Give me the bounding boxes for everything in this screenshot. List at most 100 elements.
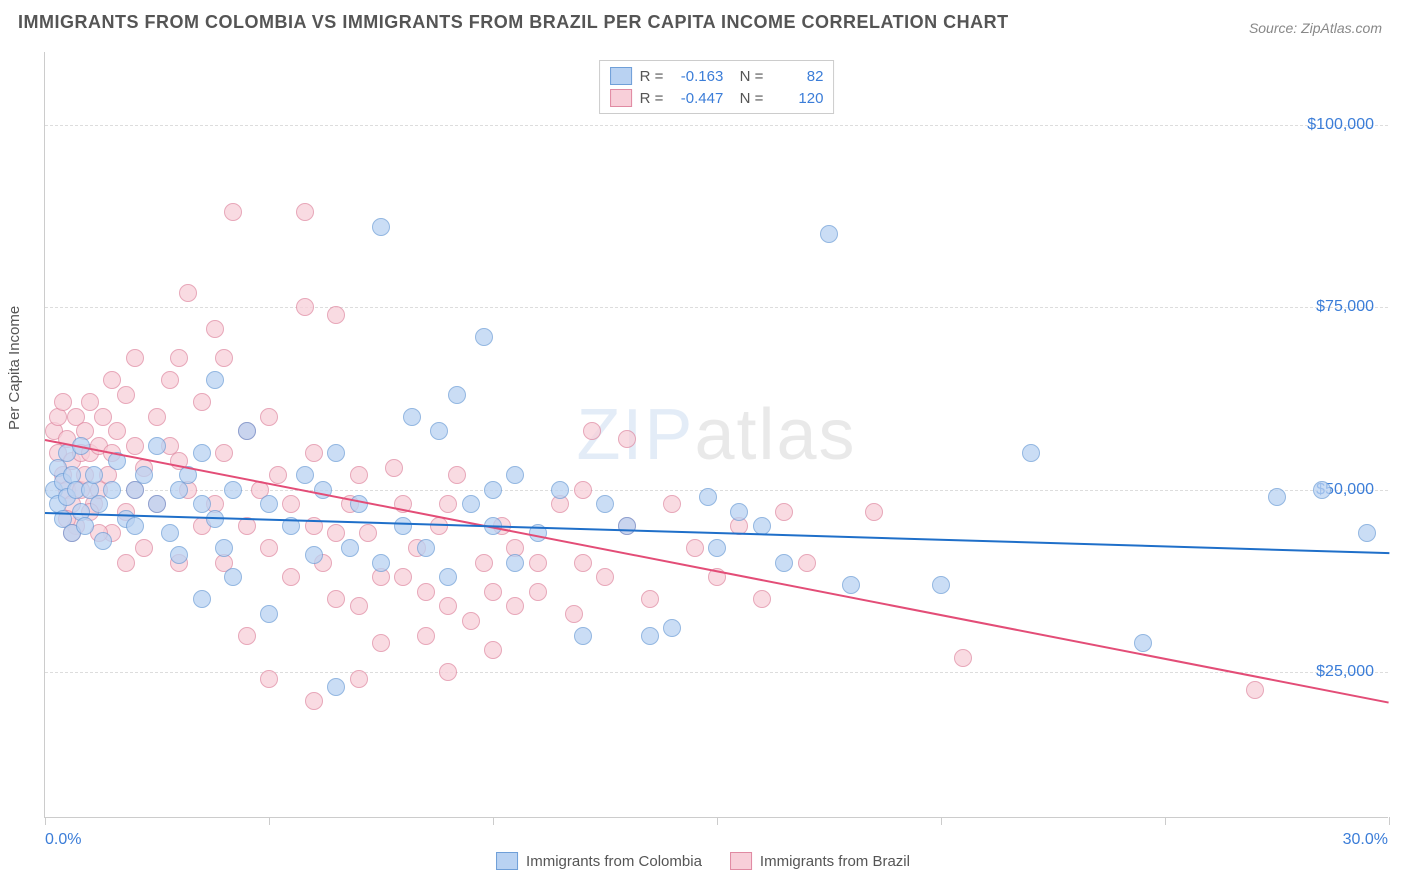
data-point-brazil: [529, 554, 547, 572]
swatch-colombia: [610, 67, 632, 85]
data-point-colombia: [224, 568, 242, 586]
data-point-colombia: [462, 495, 480, 513]
data-point-colombia: [484, 481, 502, 499]
data-point-colombia: [430, 422, 448, 440]
r-value-brazil: -0.447: [671, 90, 723, 107]
scatter-chart: ZIPatlas R = -0.163 N = 82 R = -0.447 N …: [44, 52, 1388, 818]
data-point-brazil: [954, 649, 972, 667]
chart-title: IMMIGRANTS FROM COLOMBIA VS IMMIGRANTS F…: [18, 12, 1009, 33]
y-tick-label: $25,000: [1316, 663, 1374, 681]
data-point-colombia: [170, 546, 188, 564]
data-point-brazil: [359, 524, 377, 542]
data-point-brazil: [215, 349, 233, 367]
data-point-colombia: [596, 495, 614, 513]
data-point-brazil: [260, 539, 278, 557]
data-point-colombia: [663, 619, 681, 637]
data-point-colombia: [148, 437, 166, 455]
data-point-brazil: [529, 583, 547, 601]
data-point-colombia: [699, 488, 717, 506]
data-point-brazil: [372, 634, 390, 652]
data-point-colombia: [238, 422, 256, 440]
data-point-brazil: [126, 349, 144, 367]
data-point-brazil: [385, 459, 403, 477]
data-point-colombia: [1022, 444, 1040, 462]
data-point-brazil: [260, 670, 278, 688]
gridline: [45, 307, 1388, 308]
x-tick: [493, 817, 494, 825]
data-point-colombia: [372, 554, 390, 572]
data-point-brazil: [417, 583, 435, 601]
data-point-brazil: [439, 495, 457, 513]
data-point-colombia: [224, 481, 242, 499]
swatch-brazil: [610, 89, 632, 107]
data-point-colombia: [148, 495, 166, 513]
data-point-colombia: [932, 576, 950, 594]
data-point-brazil: [753, 590, 771, 608]
data-point-colombia: [193, 590, 211, 608]
stats-row-colombia: R = -0.163 N = 82: [610, 65, 824, 87]
data-point-colombia: [327, 678, 345, 696]
data-point-colombia: [618, 517, 636, 535]
data-point-brazil: [305, 692, 323, 710]
data-point-brazil: [117, 554, 135, 572]
data-point-colombia: [305, 546, 323, 564]
gridline: [45, 125, 1388, 126]
data-point-brazil: [865, 503, 883, 521]
data-point-brazil: [430, 517, 448, 535]
gridline: [45, 672, 1388, 673]
x-tick: [269, 817, 270, 825]
data-point-brazil: [193, 393, 211, 411]
n-label: N =: [731, 90, 763, 107]
data-point-brazil: [282, 495, 300, 513]
data-point-brazil: [565, 605, 583, 623]
data-point-colombia: [206, 371, 224, 389]
data-point-colombia: [506, 554, 524, 572]
legend-swatch-brazil: [730, 852, 752, 870]
data-point-brazil: [327, 306, 345, 324]
data-point-brazil: [108, 422, 126, 440]
data-point-colombia: [439, 568, 457, 586]
data-point-brazil: [81, 393, 99, 411]
data-point-colombia: [1134, 634, 1152, 652]
legend-label-brazil: Immigrants from Brazil: [760, 853, 910, 870]
data-point-brazil: [269, 466, 287, 484]
data-point-brazil: [260, 408, 278, 426]
data-point-brazil: [305, 444, 323, 462]
legend-item-brazil: Immigrants from Brazil: [730, 852, 910, 870]
data-point-colombia: [341, 539, 359, 557]
data-point-colombia: [448, 386, 466, 404]
data-point-brazil: [206, 320, 224, 338]
r-value-colombia: -0.163: [671, 68, 723, 85]
data-point-colombia: [76, 517, 94, 535]
data-point-brazil: [170, 349, 188, 367]
n-label: N =: [731, 68, 763, 85]
data-point-brazil: [135, 539, 153, 557]
legend-swatch-colombia: [496, 852, 518, 870]
x-tick: [941, 817, 942, 825]
data-point-brazil: [574, 554, 592, 572]
data-point-brazil: [161, 371, 179, 389]
data-point-colombia: [775, 554, 793, 572]
data-point-brazil: [583, 422, 601, 440]
data-point-colombia: [94, 532, 112, 550]
data-point-colombia: [296, 466, 314, 484]
legend: Immigrants from Colombia Immigrants from…: [496, 852, 910, 870]
data-point-brazil: [54, 393, 72, 411]
y-tick-label: $100,000: [1307, 116, 1374, 134]
data-point-brazil: [475, 554, 493, 572]
data-point-brazil: [618, 430, 636, 448]
data-point-colombia: [1358, 524, 1376, 542]
data-point-brazil: [215, 444, 233, 462]
data-point-brazil: [417, 627, 435, 645]
data-point-colombia: [327, 444, 345, 462]
stats-row-brazil: R = -0.447 N = 120: [610, 87, 824, 109]
data-point-colombia: [475, 328, 493, 346]
data-point-colombia: [161, 524, 179, 542]
n-value-colombia: 82: [771, 68, 823, 85]
y-axis-label: Per Capita Income: [6, 306, 23, 430]
data-point-brazil: [296, 298, 314, 316]
data-point-colombia: [260, 605, 278, 623]
correlation-stats-box: R = -0.163 N = 82 R = -0.447 N = 120: [599, 60, 835, 114]
data-point-brazil: [350, 466, 368, 484]
data-point-colombia: [193, 495, 211, 513]
